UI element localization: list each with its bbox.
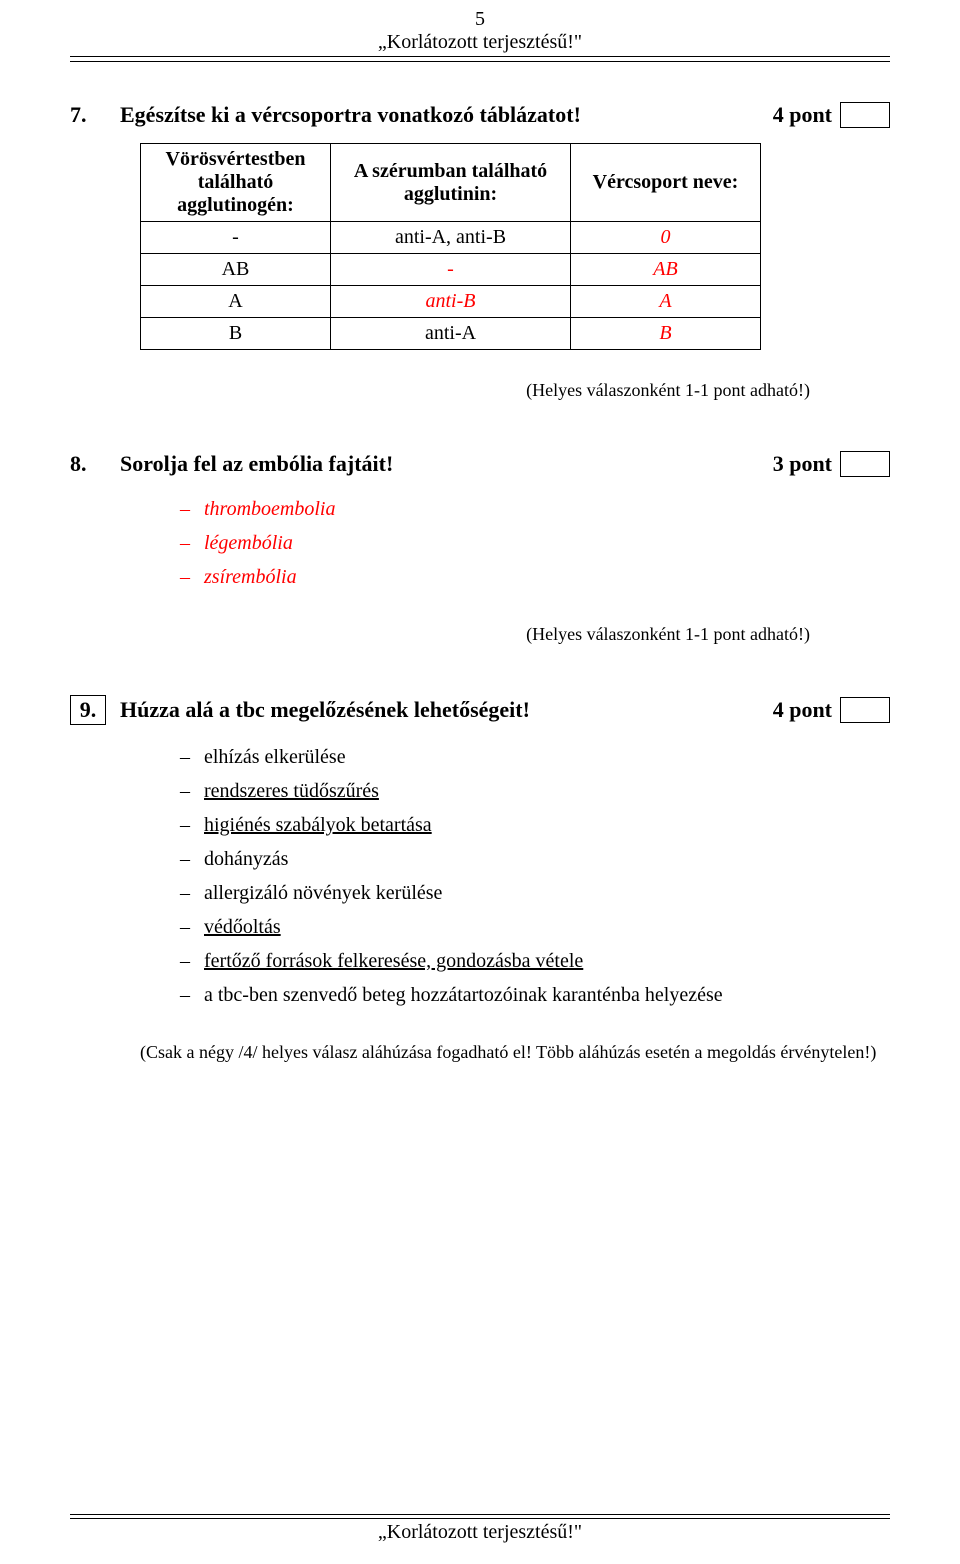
list-item: thromboembolia <box>180 492 890 526</box>
table-cell: B <box>571 318 761 350</box>
table-cell: AB <box>141 254 331 286</box>
q7-points: 4 pont <box>773 102 832 128</box>
list-item: védőoltás <box>180 910 890 944</box>
q7-note: (Helyes válaszonként 1-1 pont adható!) <box>140 380 890 401</box>
question-8: 8. Sorolja fel az embólia fajtáit! 3 pon… <box>70 451 890 477</box>
q9-score-box[interactable] <box>840 697 890 723</box>
table-header-row: Vörösvértestben található agglutinogén: … <box>141 144 761 222</box>
list-item: a tbc-ben szenvedő beteg hozzátartozóina… <box>180 978 890 1012</box>
q9-points: 4 pont <box>773 697 832 723</box>
list-item: fertőző források felkeresése, gondozásba… <box>180 944 890 978</box>
q7-text: Egészítse ki a vércsoportra vonatkozó tá… <box>120 102 773 128</box>
q8-number: 8. <box>70 451 120 477</box>
table-header-2: A szérumban található agglutinin: <box>331 144 571 222</box>
question-9: 9. Húzza alá a tbc megelőzésének lehetős… <box>70 695 890 725</box>
table-row: Banti-AB <box>141 318 761 350</box>
q7-number: 7. <box>70 102 120 128</box>
header-separator <box>70 61 890 62</box>
list-item: allergizáló növények kerülése <box>180 876 890 910</box>
q9-option-list: elhízás elkerüléserendszeres tüdőszűrésh… <box>180 740 890 1012</box>
q8-points: 3 pont <box>773 451 832 477</box>
table-cell: - <box>141 222 331 254</box>
table-cell: anti-B <box>331 286 571 318</box>
question-7: 7. Egészítse ki a vércsoportra vonatkozó… <box>70 102 890 128</box>
table-cell: A <box>571 286 761 318</box>
table-cell: 0 <box>571 222 761 254</box>
list-item: higiénés szabályok betartása <box>180 808 890 842</box>
list-item: elhízás elkerülése <box>180 740 890 774</box>
table-cell: - <box>331 254 571 286</box>
list-item: zsírembólia <box>180 560 890 594</box>
table-cell: anti-A <box>331 318 571 350</box>
table-row: AB-AB <box>141 254 761 286</box>
table-cell: A <box>141 286 331 318</box>
table-row: -anti-A, anti-B0 <box>141 222 761 254</box>
table-header-1: Vörösvértestben található agglutinogén: <box>141 144 331 222</box>
list-item: rendszeres tüdőszűrés <box>180 774 890 808</box>
footer-text: „Korlátozott terjesztésű!" <box>70 1518 890 1544</box>
table-cell: AB <box>571 254 761 286</box>
q9-number: 9. <box>70 695 120 725</box>
table-row: Aanti-BA <box>141 286 761 318</box>
q9-text: Húzza alá a tbc megelőzésének lehetősége… <box>120 697 773 723</box>
table-header-3: Vércsoport neve: <box>571 144 761 222</box>
table-cell: anti-A, anti-B <box>331 222 571 254</box>
blood-group-table: Vörösvértestben található agglutinogén: … <box>140 143 761 350</box>
list-item: dohányzás <box>180 842 890 876</box>
page-number: 5 <box>70 0 890 31</box>
list-item: légembólia <box>180 526 890 560</box>
q8-text: Sorolja fel az embólia fajtáit! <box>120 451 773 477</box>
q7-score-box[interactable] <box>840 102 890 128</box>
header-text: „Korlátozott terjesztésű!" <box>70 31 890 57</box>
page-footer: „Korlátozott terjesztésű!" <box>70 1514 890 1544</box>
q9-note: (Csak a négy /4/ helyes válasz aláhúzása… <box>140 1042 890 1063</box>
q8-score-box[interactable] <box>840 451 890 477</box>
q8-answer-list: thromboembolialégembóliazsírembólia <box>180 492 890 594</box>
table-cell: B <box>141 318 331 350</box>
q8-note: (Helyes válaszonként 1-1 pont adható!) <box>140 624 890 645</box>
